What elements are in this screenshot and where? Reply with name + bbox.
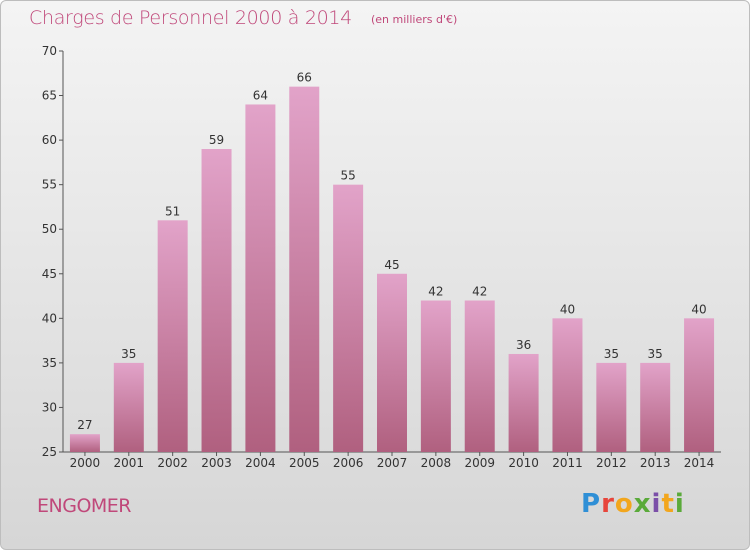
x-tick-label: 2007 — [377, 456, 408, 470]
value-label-2008: 42 — [428, 285, 443, 299]
bar-2006 — [333, 184, 364, 452]
y-axis: 25 30 35 40 45 50 55 60 65 70 — [42, 44, 63, 459]
y-tick-label: 70 — [42, 44, 57, 58]
bar-2009 — [464, 300, 495, 452]
x-tick-label: 2001 — [114, 456, 145, 470]
x-tick-label: 2006 — [333, 456, 364, 470]
value-label-2012: 35 — [604, 347, 619, 361]
bar-2010 — [508, 353, 539, 452]
y-tick-label: 40 — [42, 311, 57, 325]
bar-2008 — [420, 300, 451, 452]
proxiti-logo: Proxiti — [581, 489, 685, 519]
bar-2000 — [69, 434, 100, 452]
value-label-2000: 27 — [77, 418, 92, 432]
y-tick-label: 25 — [42, 445, 57, 459]
bar-2002 — [157, 220, 188, 452]
bar-2007 — [377, 273, 407, 452]
value-label-2011: 40 — [560, 302, 575, 316]
bar-2012 — [596, 362, 627, 452]
value-label-2001: 35 — [121, 347, 136, 361]
bar-2005 — [289, 86, 320, 453]
x-axis: 2000 2001 2002 2003 2004 2005 2006 2007 2008 2009… — [70, 452, 715, 470]
chart-title: Charges de Personnel 2000 à 2014 — [29, 7, 352, 29]
town-name: ENGOMER — [37, 495, 132, 517]
x-tick-label: 2005 — [289, 456, 320, 470]
y-tick-label: 65 — [42, 89, 57, 103]
value-label-2002: 51 — [165, 204, 180, 218]
x-tick-label: 2009 — [464, 456, 495, 470]
x-tick-label: 2014 — [684, 456, 715, 470]
value-label-2014: 40 — [691, 302, 706, 316]
y-tick-label: 30 — [42, 400, 57, 414]
value-label-2006: 55 — [340, 169, 355, 183]
bar-2004 — [245, 104, 276, 452]
value-label-2005: 66 — [297, 71, 312, 85]
bar-2014 — [684, 318, 715, 452]
x-tick-label: 2010 — [508, 456, 539, 470]
y-tick-label: 45 — [42, 267, 57, 281]
bar-2013 — [640, 362, 671, 452]
value-label-2004: 64 — [253, 88, 268, 102]
bar-2011 — [552, 318, 583, 452]
y-tick-label: 35 — [42, 356, 57, 370]
x-tick-label: 2012 — [596, 456, 627, 470]
bar-2001 — [113, 362, 144, 452]
value-label-2007: 45 — [384, 258, 399, 272]
chart-subtitle: (en milliers d'€) — [371, 13, 458, 26]
x-tick-label: 2008 — [421, 456, 452, 470]
bar-2003 — [201, 149, 232, 452]
value-label-2013: 35 — [648, 347, 663, 361]
value-label-2009: 42 — [472, 285, 487, 299]
x-tick-label: 2011 — [552, 456, 583, 470]
x-tick-label: 2013 — [640, 456, 671, 470]
x-tick-label: 2003 — [201, 456, 232, 470]
x-tick-label: 2004 — [245, 456, 276, 470]
x-tick-label: 2000 — [70, 456, 101, 470]
y-tick-label: 50 — [42, 222, 57, 236]
y-tick-label: 60 — [42, 133, 57, 147]
bars: 27 35 51 59 64 66 55 45 42 42 36 40 35 35 40 — [69, 71, 715, 453]
x-tick-label: 2002 — [157, 456, 188, 470]
value-label-2010: 36 — [516, 338, 531, 352]
y-tick-label: 55 — [42, 178, 57, 192]
value-label-2003: 59 — [209, 133, 224, 147]
